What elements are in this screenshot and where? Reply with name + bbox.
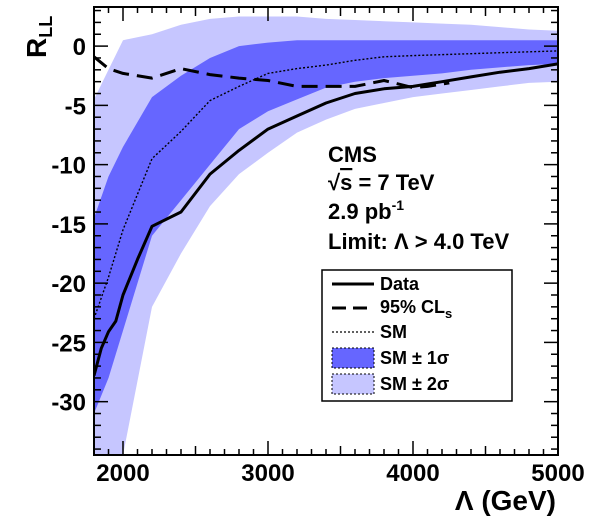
info-luminosity: 2.9 pb-1	[328, 197, 404, 224]
legend-swatch-1sigma	[331, 347, 375, 369]
y-tick-label: -30	[51, 390, 86, 417]
svg-text:RLL: RLL	[21, 16, 56, 58]
info-energy: √s = 7 TeV	[328, 170, 435, 195]
series-95-cls	[94, 55, 450, 90]
y-axis-title: RLL	[21, 16, 56, 58]
legend-label-sm: SM	[380, 322, 407, 342]
band-1sigma	[94, 40, 558, 414]
axis-ticks: 2000 3000 4000 5000 0 -5 -10 -15 -20 -25 -30	[51, 7, 585, 487]
series-data	[94, 62, 558, 376]
y-tick-label: -15	[51, 212, 86, 239]
legend-label-1sigma: SM ± 1σ	[380, 348, 449, 368]
x-tick-label: 4000	[386, 460, 439, 487]
legend: Data 95% CLs SM SM ± 1σ SM ± 2σ	[321, 269, 513, 402]
y-tick-label: 0	[73, 34, 86, 61]
y-tick-label: -5	[65, 93, 86, 120]
uncertainty-bands	[94, 16, 558, 455]
legend-swatch-2sigma	[331, 373, 375, 395]
legend-label-data: Data	[380, 274, 420, 294]
series-lines	[94, 50, 558, 376]
info-block: CMS √s = 7 TeV 2.9 pb-1 Limit: Λ > 4.0 T…	[328, 142, 509, 254]
x-tick-label: 2000	[96, 460, 149, 487]
y-tick-label: -20	[51, 271, 86, 298]
info-limit: Limit: Λ > 4.0 TeV	[328, 229, 509, 254]
y-tick-label: -25	[51, 330, 86, 357]
x-axis-title: Λ (GeV)	[455, 485, 556, 516]
x-tick-label: 3000	[241, 460, 294, 487]
series-sm	[94, 50, 558, 319]
y-tick-label: -10	[51, 153, 86, 180]
info-experiment: CMS	[328, 142, 377, 167]
x-tick-label: 5000	[531, 460, 584, 487]
legend-label-2sigma: SM ± 2σ	[380, 374, 449, 394]
